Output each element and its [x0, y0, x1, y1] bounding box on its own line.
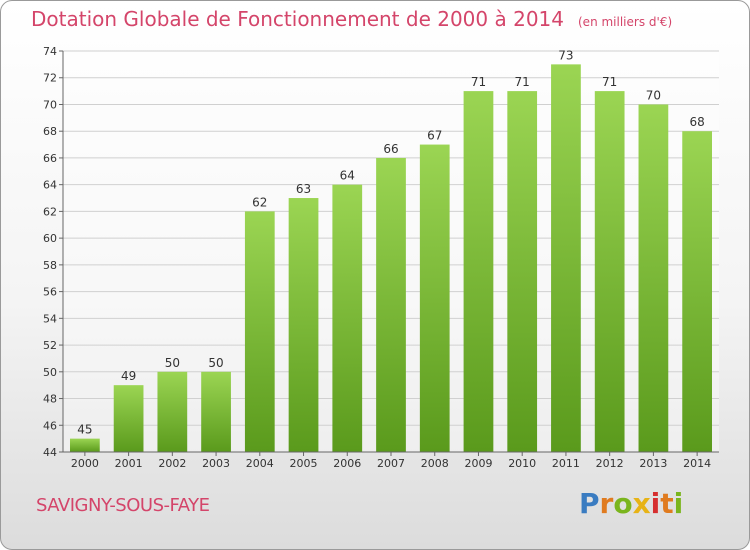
x-tick-label: 2014	[683, 457, 711, 470]
x-tick-label: 2002	[158, 457, 186, 470]
x-tick-label: 2013	[639, 457, 667, 470]
x-tick-label: 2000	[71, 457, 99, 470]
y-tick-label: 62	[43, 205, 57, 218]
bar-value-label: 71	[515, 75, 530, 89]
bar	[463, 91, 494, 452]
y-tick-label: 64	[43, 179, 57, 192]
y-tick-label: 60	[43, 232, 57, 245]
x-tick-label: 2005	[290, 457, 318, 470]
bar-value-label: 50	[208, 356, 223, 370]
y-tick-label: 68	[43, 125, 57, 138]
bars	[69, 64, 713, 453]
axes: 44 46 48 50 52 54 56 58 60 62 64 66 68 70 72 74 45 2000 49…	[43, 45, 719, 470]
bar-value-label: 73	[558, 48, 573, 62]
bar-value-label: 50	[165, 356, 180, 370]
bar	[157, 371, 188, 452]
bar-value-label: 45	[77, 423, 92, 437]
x-tick-label: 2008	[421, 457, 449, 470]
bar	[113, 385, 144, 452]
chart-title: Dotation Globale de Fonctionnement de 20…	[31, 7, 672, 31]
y-tick-label: 52	[43, 339, 57, 352]
y-tick-label: 46	[43, 419, 57, 432]
bar	[551, 64, 581, 452]
x-tick-label: 2011	[552, 457, 580, 470]
bar-value-label: 62	[252, 195, 267, 209]
x-tick-label: 2012	[596, 457, 624, 470]
y-tick-label: 58	[43, 259, 57, 272]
logo-letter: i	[673, 487, 684, 520]
y-tick-label: 66	[43, 152, 57, 165]
bar	[682, 131, 713, 452]
bar-value-label: 71	[471, 75, 486, 89]
bar-value-label: 68	[689, 115, 704, 129]
y-tick-label: 56	[43, 286, 57, 299]
bar-value-label: 66	[383, 142, 398, 156]
x-tick-label: 2010	[508, 457, 536, 470]
proxiti-logo: Proxiti	[579, 487, 683, 520]
x-tick-label: 2007	[377, 457, 405, 470]
logo-letter: P	[579, 487, 600, 520]
bar	[419, 144, 450, 453]
x-tick-label: 2006	[333, 457, 361, 470]
y-tick-label: 50	[43, 366, 57, 379]
title-text: Dotation Globale de Fonctionnement de 20…	[31, 7, 564, 31]
x-tick-label: 2003	[202, 457, 230, 470]
y-tick-label: 72	[43, 72, 57, 85]
bar	[201, 371, 231, 452]
bar	[594, 91, 625, 452]
x-tick-label: 2004	[246, 457, 274, 470]
logo-letter: o	[613, 487, 633, 520]
bar	[288, 198, 319, 452]
bar	[638, 104, 669, 452]
x-tick-label: 2001	[115, 457, 143, 470]
y-tick-label: 54	[43, 312, 57, 325]
bar-value-label: 49	[121, 369, 136, 383]
x-tick-label: 2009	[464, 457, 492, 470]
bar-value-label: 71	[602, 75, 617, 89]
y-tick-label: 48	[43, 393, 57, 406]
logo-letter: x	[632, 487, 651, 520]
bar	[244, 211, 275, 452]
bar-value-label: 64	[340, 169, 355, 183]
y-tick-label: 74	[43, 45, 57, 58]
logo-letter: t	[660, 487, 674, 520]
y-tick-label: 70	[43, 98, 57, 111]
logo-letter: i	[650, 487, 661, 520]
bar-value-label: 67	[427, 129, 442, 143]
bar-value-label: 63	[296, 182, 311, 196]
logo-letter: r	[599, 487, 614, 520]
bar	[332, 184, 363, 452]
unit-label: (en milliers d'€)	[578, 15, 673, 29]
bar-value-label: 70	[646, 88, 661, 102]
bar	[376, 157, 406, 452]
y-tick-label: 44	[43, 446, 57, 459]
bar	[69, 438, 100, 452]
commune-name: SAVIGNY-SOUS-FAYE	[36, 495, 210, 516]
bar	[507, 91, 538, 452]
